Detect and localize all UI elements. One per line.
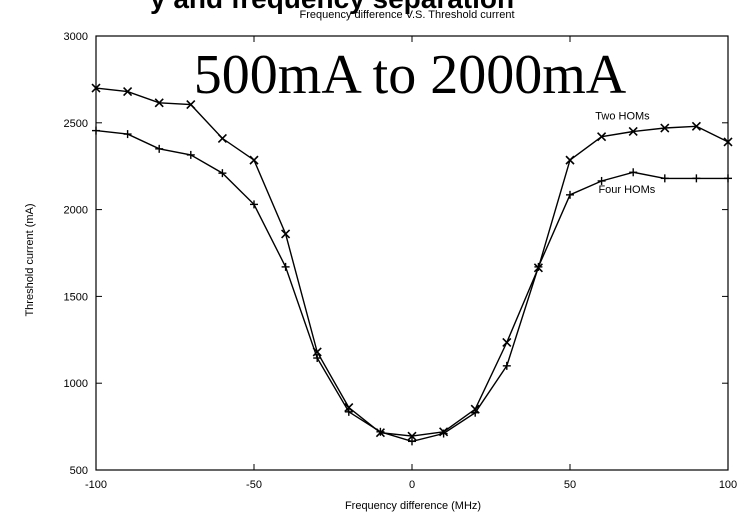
data-point <box>155 144 164 153</box>
x-axis-label: Frequency difference (MHz) <box>345 500 481 512</box>
data-point <box>281 262 290 271</box>
x-tick-label: 100 <box>719 479 737 491</box>
data-point <box>281 229 291 239</box>
data-point <box>471 408 480 417</box>
data-point <box>629 168 638 177</box>
data-point <box>628 126 638 137</box>
data-point <box>502 361 511 370</box>
y-tick-label: 2000 <box>64 205 88 217</box>
data-point <box>92 126 100 135</box>
data-point <box>502 337 512 347</box>
data-point <box>565 155 575 165</box>
data-point <box>123 130 132 139</box>
data-point <box>597 132 607 142</box>
overlay-range-text: 500mA to 2000mA <box>194 44 627 106</box>
data-point <box>186 100 196 110</box>
x-tick-label: -50 <box>246 479 262 491</box>
data-point <box>692 174 701 183</box>
x-tick-label: -100 <box>85 479 107 491</box>
series-label-2: Four HOMs <box>598 184 655 196</box>
data-point <box>439 429 448 438</box>
data-point <box>660 174 669 183</box>
data-point <box>218 169 227 178</box>
data-point <box>566 190 574 199</box>
data-point <box>723 137 733 147</box>
series-layer <box>91 83 733 446</box>
data-point <box>91 83 101 93</box>
data-point <box>186 150 195 159</box>
series-labels: Two HOMs Four HOMs <box>595 110 655 196</box>
data-point <box>408 437 416 446</box>
data-point <box>597 176 606 185</box>
series-label-1: Two HOMs <box>595 110 650 122</box>
data-point <box>123 86 133 97</box>
data-point <box>249 155 259 165</box>
y-tick-label: 2500 <box>64 118 88 130</box>
data-point <box>217 133 227 143</box>
y-tick-label: 3000 <box>64 31 88 43</box>
x-tick-label: 0 <box>409 479 415 491</box>
data-point <box>660 123 670 133</box>
data-point <box>691 121 701 131</box>
data-point <box>534 262 543 271</box>
data-point <box>376 427 385 436</box>
y-tick-label: 500 <box>70 465 88 477</box>
data-point <box>313 354 322 363</box>
series-line-1 <box>95 87 729 437</box>
data-point <box>724 174 732 183</box>
y-tick-label: 1000 <box>64 378 88 390</box>
data-point <box>154 98 164 108</box>
partial-slide-title: y and frequency separation <box>150 0 514 14</box>
data-point <box>407 431 417 441</box>
chart-title: Frequency difference V.S. Threshold curr… <box>299 9 514 21</box>
axis-ticks: -100 -50 0 50 100 500 1000 1500 2000 2500 3000 <box>64 31 738 491</box>
y-axis-label: Threshold current (mA) <box>24 203 36 316</box>
data-point <box>250 200 258 209</box>
series-line-2 <box>95 129 728 443</box>
y-tick-label: 1500 <box>64 291 88 303</box>
x-tick-label: 50 <box>564 479 576 491</box>
data-point <box>344 407 353 416</box>
data-point <box>344 402 354 413</box>
